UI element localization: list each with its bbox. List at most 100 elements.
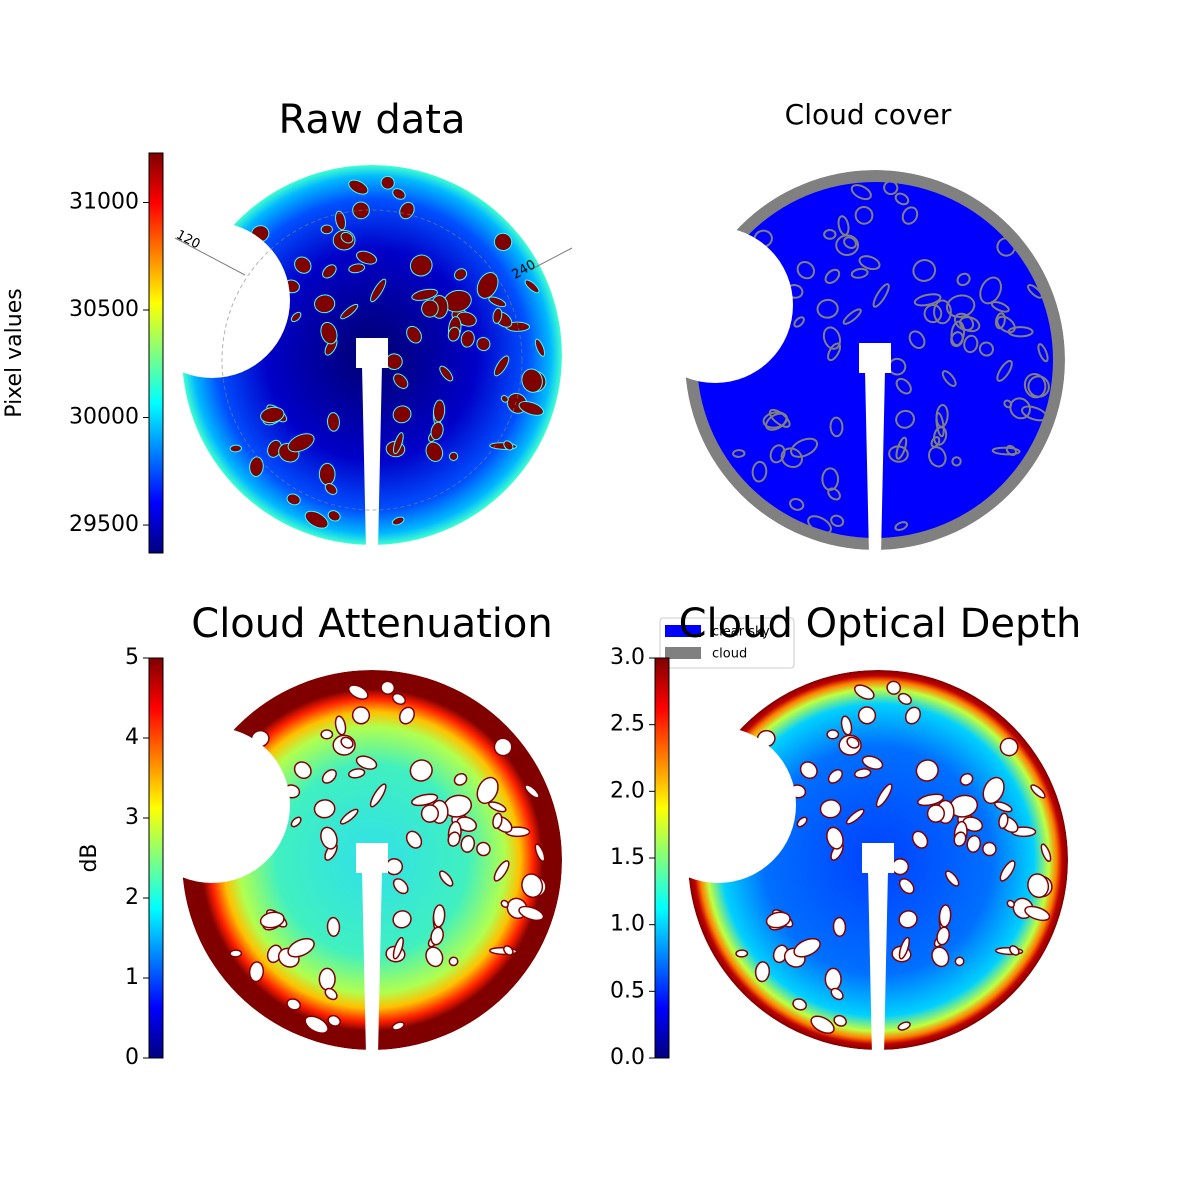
cloud-blob <box>1030 784 1046 799</box>
cloud-blob <box>321 769 337 784</box>
cloud-blob <box>726 329 736 339</box>
cloud-blob <box>954 956 965 967</box>
cloud-blob <box>933 299 952 325</box>
cloud-blob <box>982 776 1005 805</box>
colorbar <box>148 657 164 1059</box>
cloud-blob <box>832 916 847 937</box>
cloud-blob <box>756 729 776 748</box>
cloud-blob <box>370 278 387 303</box>
cloud-blob <box>286 998 301 1011</box>
cloud-blob <box>895 409 915 429</box>
cloud-blob <box>951 456 962 467</box>
cloud-blob <box>392 936 404 960</box>
azimuth-line <box>174 237 246 276</box>
colorbar-tick-label: 1 <box>125 965 139 990</box>
cloud-blob <box>935 412 945 438</box>
cloud-blob <box>883 180 899 196</box>
azimuth-line <box>529 247 573 271</box>
cloud-blob <box>998 812 1009 830</box>
cloud-blob <box>853 684 875 700</box>
cloud-blob <box>260 406 285 424</box>
cloud-blob <box>978 341 994 357</box>
cloud-blob <box>799 761 818 780</box>
colorbar-tick-label: 5 <box>125 645 139 670</box>
cloud-blob <box>524 784 540 799</box>
colorbar-label: dB <box>77 843 102 872</box>
cloud-blob <box>324 987 338 1001</box>
cloud-blob <box>493 232 513 252</box>
cloud-blob <box>931 946 950 968</box>
cloud-blob <box>950 331 964 348</box>
cloud-blob <box>767 802 782 816</box>
cloud-blob <box>935 403 949 428</box>
colorbar-tick-label: 3 <box>125 805 139 830</box>
cloud-blob <box>769 444 786 464</box>
cloud-blob <box>826 826 844 850</box>
cloud-blob <box>807 515 833 535</box>
cloud-blob <box>320 224 333 235</box>
cloud-blob <box>439 365 454 382</box>
cloud-blob <box>894 192 910 206</box>
cloud-blob <box>1024 905 1051 922</box>
cloud-blob <box>351 706 371 725</box>
cloud-blob <box>816 298 839 319</box>
cloud-blob <box>500 395 509 403</box>
cloud-blob <box>740 339 756 351</box>
cloud-blob <box>793 316 805 328</box>
cloud-blob <box>901 206 919 225</box>
cloud-blob <box>789 497 805 511</box>
cloud-blob <box>476 841 491 857</box>
cloud-blob <box>420 804 439 823</box>
cloud-blob <box>904 706 921 725</box>
cloud-blob <box>398 706 415 725</box>
cloud-blob <box>196 852 217 872</box>
cloud-blob <box>492 307 503 324</box>
colorbar-label: Pixel values <box>2 288 27 417</box>
cloud-blob <box>895 436 908 460</box>
cloud-blob <box>938 904 952 928</box>
cloud-blob <box>840 715 853 736</box>
cloud-blob <box>837 215 850 236</box>
colorbar-tick-label: 31000 <box>69 189 139 214</box>
cloud-blob <box>1027 375 1050 398</box>
cloud-blob <box>854 205 874 225</box>
cloud-blob <box>793 937 821 958</box>
cloud-blob <box>827 487 841 501</box>
cloud-blob <box>888 445 909 463</box>
cloud-blob <box>842 308 862 325</box>
cloud-blob <box>1003 399 1013 409</box>
cloud-blob <box>857 706 877 725</box>
cloud-blob <box>894 521 909 531</box>
cloud-blob <box>999 860 1016 882</box>
cloud-blob <box>320 321 338 345</box>
cloud-blob <box>409 759 433 782</box>
cloud-blob <box>476 776 499 805</box>
cloud-blob <box>953 831 967 847</box>
cloud-blob <box>392 910 412 929</box>
colorbar-tick-label: 0.0 <box>610 1045 645 1070</box>
cloud-blob <box>956 272 971 287</box>
cloud-blob <box>912 259 937 282</box>
cloud-blob <box>290 311 302 323</box>
cloud-blob <box>448 451 459 461</box>
cloud-blob <box>421 299 439 318</box>
cloud-blob <box>439 870 454 887</box>
colorbar-tick-label: 0 <box>125 1045 139 1070</box>
cloud-blob <box>845 808 865 825</box>
colorbar-tick-label: 30000 <box>69 405 139 430</box>
cloud-blob <box>283 784 301 799</box>
cloud-blob <box>702 852 723 872</box>
cloud-blob <box>830 514 845 528</box>
cloud-blob <box>982 841 997 857</box>
cloud-blob <box>524 279 540 294</box>
cloud-blob <box>320 826 338 850</box>
cloud-blob <box>1005 444 1017 456</box>
cloud-blob <box>833 1014 847 1027</box>
colorbar-tick-label: 2.5 <box>610 712 645 737</box>
cloud-blob <box>821 467 840 491</box>
cloud-blob <box>293 761 312 780</box>
cloud-blob <box>898 936 910 960</box>
cloud-blob <box>996 315 1016 334</box>
cloud-blob <box>917 793 945 807</box>
cloud-blob <box>735 949 749 958</box>
